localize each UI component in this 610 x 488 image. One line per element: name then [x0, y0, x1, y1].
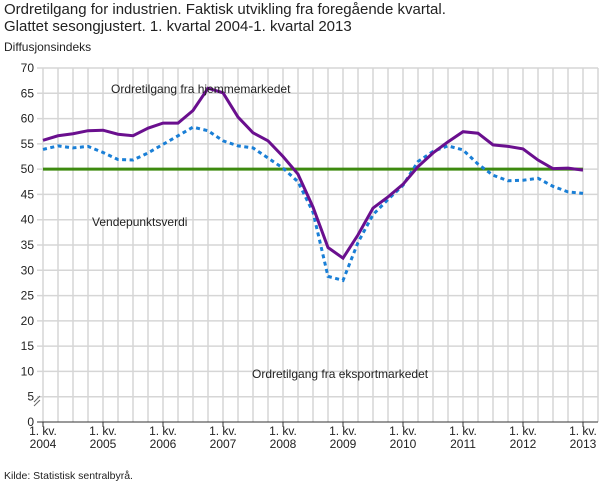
y-tick-label: 35	[21, 238, 35, 252]
source-note: Kilde: Statistisk sentralbyrå.	[4, 470, 133, 482]
y-tick-label: 5	[27, 390, 34, 404]
series-label-vendepunkt: Vendepunktsverdi	[92, 215, 187, 229]
y-tick-label: 20	[21, 314, 35, 328]
x-tick-label: 2005	[90, 437, 117, 451]
x-tick-label: 1. kv.	[569, 424, 597, 438]
x-tick-label: 1. kv.	[329, 424, 357, 438]
x-tick-label: 2008	[270, 437, 297, 451]
y-tick-label: 70	[21, 61, 35, 75]
x-tick-label: 1. kv.	[389, 424, 417, 438]
x-tick-label: 1. kv.	[509, 424, 537, 438]
x-tick-label: 2011	[450, 437, 476, 451]
y-tick-label: 40	[21, 213, 35, 227]
x-tick-label: 1. kv.	[149, 424, 177, 438]
y-tick-label: 0	[27, 415, 34, 429]
x-tick-label: 2006	[150, 437, 177, 451]
x-tick-label: 1. kv.	[89, 424, 117, 438]
x-tick-label: 2010	[390, 437, 417, 451]
x-tick-label: 2009	[330, 437, 357, 451]
x-tick-label: 1. kv.	[269, 424, 297, 438]
y-tick-label: 15	[21, 339, 35, 353]
x-tick-label: 1. kv.	[209, 424, 237, 438]
series-line-eksport	[42, 125, 584, 283]
x-tick-label: 1. kv.	[29, 424, 57, 438]
x-tick-label: 2013	[570, 437, 597, 451]
y-axis-label: Diffusjonsindeks	[4, 40, 92, 54]
y-tick-label: 45	[21, 187, 35, 201]
axis-break-icon	[33, 395, 41, 407]
x-tick-label: 2007	[210, 437, 237, 451]
title-line-1: Ordretilgang for industrien. Faktisk utv…	[4, 1, 446, 18]
x-tick-label: 1. kv.	[449, 424, 477, 438]
series-label-hjemme: Ordretilgang fra hjemmemarkedet	[111, 82, 291, 96]
title-line-2: Glattet sesongjustert. 1. kvartal 2004-1…	[4, 18, 352, 35]
chart-title: Ordretilgang for industrien. Faktisk utv…	[4, 1, 446, 35]
y-tick-label: 25	[21, 289, 35, 303]
series-line-hjemme	[42, 86, 584, 261]
y-tick-label: 55	[21, 137, 35, 151]
x-tick-label: 2012	[510, 437, 537, 451]
y-tick-label: 65	[21, 86, 35, 100]
y-tick-label: 30	[21, 263, 35, 277]
y-tick-label: 50	[21, 162, 35, 176]
series-label-eksport: Ordretilgang fra eksportmarkedet	[252, 367, 429, 381]
y-tick-label: 60	[21, 112, 35, 126]
y-tick-label: 10	[21, 364, 35, 378]
x-tick-label: 2004	[30, 437, 57, 451]
